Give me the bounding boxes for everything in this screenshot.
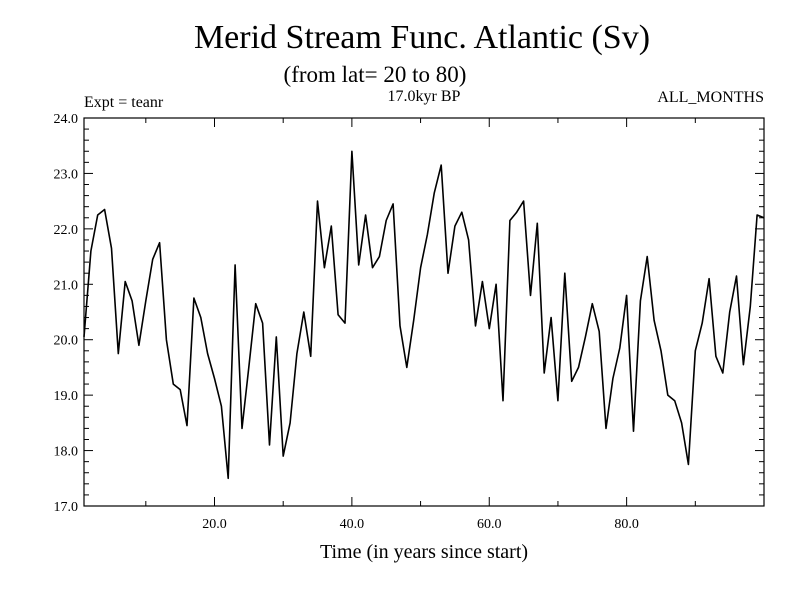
y-tick-label: 17.0: [54, 500, 79, 515]
annotation-experiment: Expt = teanr: [84, 94, 164, 111]
y-tick-label: 22.0: [54, 223, 79, 238]
x-axis-tick-labels: 20.0 40.0 60.0 80.0: [202, 517, 639, 532]
y-tick-label: 21.0: [54, 278, 79, 293]
x-tick-label: 20.0: [202, 517, 227, 532]
y-axis-tick-labels: 17.0 18.0 19.0 20.0 21.0 22.0 23.0 24.0: [54, 112, 79, 515]
x-tick-label: 80.0: [614, 517, 639, 532]
chart-subtitle: (from lat= 20 to 80): [284, 62, 467, 87]
x-axis-label: Time (in years since start): [320, 541, 528, 563]
x-tick-label: 60.0: [477, 517, 502, 532]
chart-title: Merid Stream Func. Atlantic (Sv): [194, 19, 650, 56]
y-tick-label: 18.0: [54, 445, 79, 460]
axis-ticks: [84, 117, 764, 507]
y-tick-label: 24.0: [54, 112, 79, 127]
y-tick-label: 19.0: [54, 389, 79, 404]
series-line: [83, 150, 765, 480]
y-tick-label: 23.0: [54, 167, 79, 182]
x-tick-label: 40.0: [340, 517, 365, 532]
y-tick-label: 20.0: [54, 334, 79, 349]
annotation-period: 17.0kyr BP: [388, 88, 461, 105]
annotation-months: ALL_MONTHS: [657, 89, 764, 106]
plot-frame: [83, 117, 765, 507]
